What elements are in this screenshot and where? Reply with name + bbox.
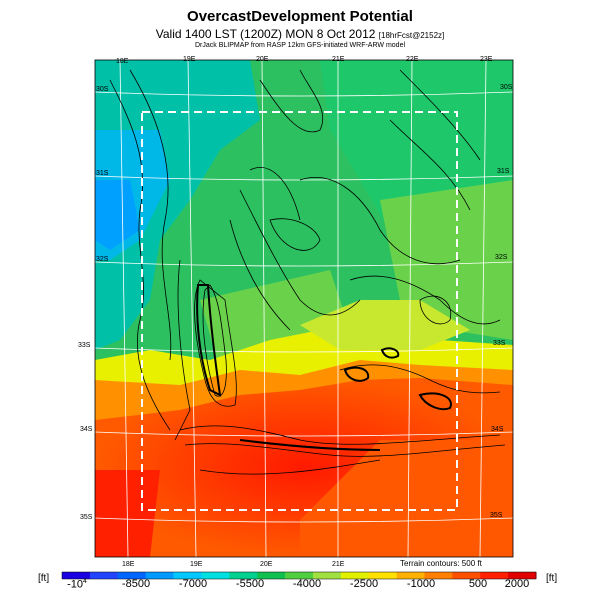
colorbar-swatch: [89, 572, 119, 579]
lon-label-bottom: 19E: [190, 561, 203, 568]
colorbar-swatch: [396, 572, 425, 579]
domain-boundary: [141, 111, 458, 511]
blue-zone: [95, 180, 140, 250]
lat-label-left: 31S: [96, 170, 109, 177]
colorbar-unit-left: [ft]: [38, 573, 50, 584]
lat-label-left: 32S: [96, 256, 109, 263]
lat-label-right: 32S: [495, 254, 508, 261]
colorbar-label: -4000: [292, 578, 322, 590]
colorbar-label: -5500: [235, 578, 265, 590]
lat-label-left: 30S: [96, 86, 109, 93]
colorbar-swatch: [173, 572, 202, 579]
colorbar-label: -104: [67, 578, 87, 591]
colorbar: [61, 571, 537, 580]
colorbar-label: -8500: [121, 578, 151, 590]
lat-label-right: 33S: [493, 340, 506, 347]
colorbar-swatch: [285, 572, 314, 579]
lat-label-right: 30S: [500, 84, 513, 91]
lon-label-top: 21E: [332, 56, 345, 63]
lon-label-top: 19E: [183, 56, 196, 63]
colorbar-label: -1000: [406, 578, 436, 590]
lat-label-right: 34S: [491, 426, 504, 433]
lon-label-top: 18E: [116, 58, 129, 65]
map-title: OvercastDevelopment Potential: [187, 8, 413, 25]
colorbar-swatch: [257, 572, 286, 579]
colorbar-label: 500: [468, 578, 488, 590]
lon-label-top: 20E: [256, 56, 269, 63]
lon-label-top: 23E: [480, 56, 493, 63]
terrain-note: Terrain contours: 500 ft: [400, 559, 482, 568]
lat-label-right: 31S: [497, 168, 510, 175]
lon-label-top: 22E: [406, 56, 419, 63]
colorbar-swatch: [62, 572, 91, 579]
colorbar-swatch: [312, 572, 342, 579]
map-credit: DrJack BLIPMAP from RASP 12km GFS-initia…: [194, 42, 406, 49]
lat-lon-grid: [94, 59, 514, 558]
lat-label-left: 35S: [80, 514, 93, 521]
colorbar-unit-right: [ft]: [546, 573, 558, 584]
colorbar-swatch: [368, 572, 398, 579]
colorbar-label: 2000: [504, 578, 530, 590]
colorbar-swatch: [201, 572, 230, 579]
colorbar-swatch: [480, 572, 509, 579]
colorbar-swatch: [424, 572, 453, 579]
lat-label-left: 33S: [78, 342, 91, 349]
colorbar-swatch: [452, 572, 481, 579]
valid-time: Valid 1400 LST (1200Z) MON 8 Oct 2012: [155, 27, 376, 41]
lon-label-bottom: 18E: [122, 561, 135, 568]
colorbar-frame: [61, 571, 537, 580]
colorbar-swatch: [117, 572, 147, 579]
forecast-info: [18hrFcst@2152z]: [378, 31, 445, 40]
lon-label-bottom: 21E: [332, 561, 345, 568]
colorbar-swatch: [229, 572, 258, 579]
colorbar-swatch: [145, 572, 175, 579]
map-subtitle: Valid 1400 LST (1200Z) MON 8 Oct 2012 [1…: [0, 27, 600, 41]
red-orange-zone: [300, 440, 513, 557]
colorbar-swatch: [508, 572, 537, 579]
terrain-contours: [109, 69, 506, 475]
colorbar-swatch: [340, 572, 370, 579]
bold-contours: [196, 284, 452, 451]
lat-label-right: 35S: [490, 512, 503, 519]
map-frame: [94, 59, 514, 558]
colorbar-label: -2500: [349, 578, 379, 590]
colorbar-label: -7000: [178, 578, 208, 590]
lon-label-bottom: 20E: [260, 561, 273, 568]
lat-label-left: 34S: [80, 426, 93, 433]
